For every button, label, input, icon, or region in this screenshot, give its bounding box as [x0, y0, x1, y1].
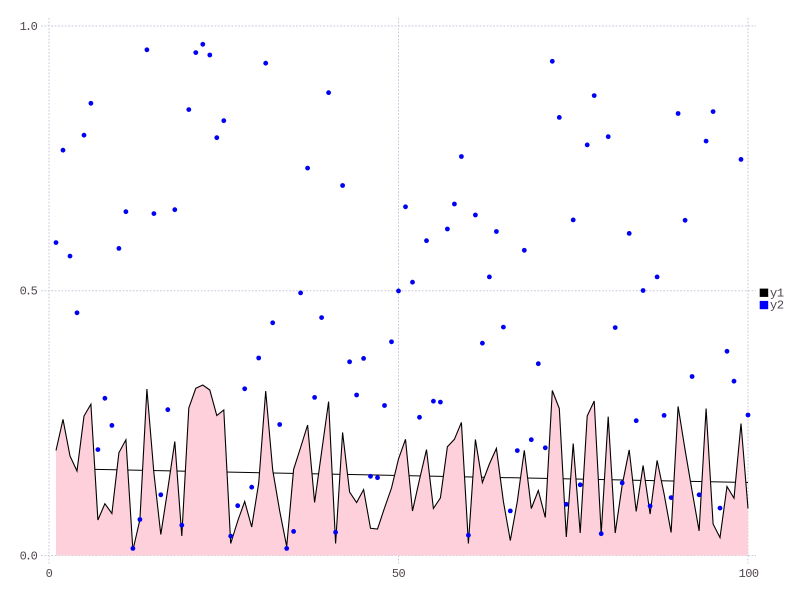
svg-text:0: 0: [20, 285, 27, 299]
svg-text:.: .: [25, 20, 32, 34]
svg-text:.: .: [25, 549, 32, 563]
svg-text:.: .: [25, 285, 32, 299]
svg-text:5: 5: [31, 285, 38, 299]
svg-text:0: 0: [46, 567, 53, 581]
svg-text:1: 1: [20, 20, 27, 34]
svg-text:y2: y2: [770, 299, 784, 313]
svg-text:0: 0: [31, 20, 38, 34]
svg-text:0: 0: [20, 549, 27, 563]
svg-text:100: 100: [739, 567, 759, 581]
svg-text:50: 50: [392, 567, 406, 581]
svg-text:0: 0: [31, 549, 38, 563]
svg-text:y1: y1: [770, 286, 784, 300]
